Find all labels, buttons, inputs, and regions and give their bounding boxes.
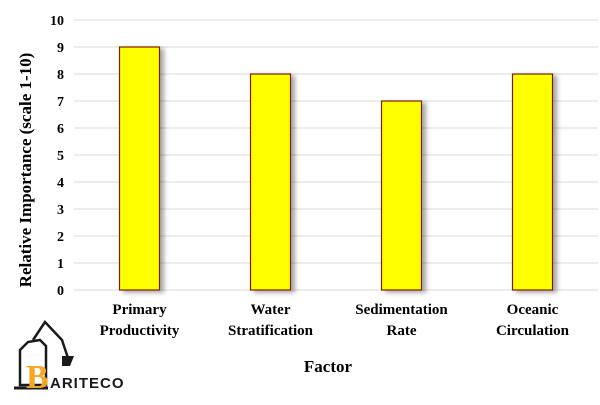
y-tick-label: 5 <box>57 149 64 164</box>
y-tick-label: 1 <box>57 257 64 272</box>
y-tick-label: 2 <box>57 230 64 245</box>
bar <box>118 46 161 291</box>
y-tick-label: 0 <box>57 284 64 299</box>
logo-letter: B <box>26 359 49 396</box>
x-category-label: Rate <box>387 323 417 339</box>
bariteco-logo: B ARITECO <box>14 320 125 396</box>
x-category-label: Oceanic <box>507 302 559 318</box>
x-axis-labels: Primary Productivity Water Stratification Se… <box>100 302 570 339</box>
logo-text: ARITECO <box>50 375 125 392</box>
gridlines <box>74 19 598 291</box>
y-axis-ticks: 0 1 2 3 4 5 6 7 8 9 10 <box>50 14 64 299</box>
x-category-label: Circulation <box>496 323 570 339</box>
y-axis-title: Relative Importance (scale 1-10) <box>16 53 35 288</box>
bar <box>511 73 554 291</box>
y-tick-label: 8 <box>57 68 64 83</box>
x-category-label: Primary <box>112 302 167 318</box>
y-tick-label: 10 <box>50 14 64 29</box>
bars <box>118 46 554 291</box>
x-category-label: Productivity <box>100 323 180 339</box>
y-tick-label: 6 <box>57 122 64 137</box>
y-tick-label: 9 <box>57 41 64 56</box>
y-tick-label: 7 <box>57 95 64 110</box>
x-category-label: Stratification <box>228 323 314 339</box>
excavator-icon <box>14 320 74 390</box>
y-tick-label: 3 <box>57 203 64 218</box>
x-axis-title: Factor <box>304 357 353 376</box>
y-tick-label: 4 <box>57 176 64 191</box>
x-category-label: Sedimentation <box>355 302 448 318</box>
bar <box>380 100 423 291</box>
bar <box>249 73 292 291</box>
x-category-label: Water <box>251 302 291 318</box>
